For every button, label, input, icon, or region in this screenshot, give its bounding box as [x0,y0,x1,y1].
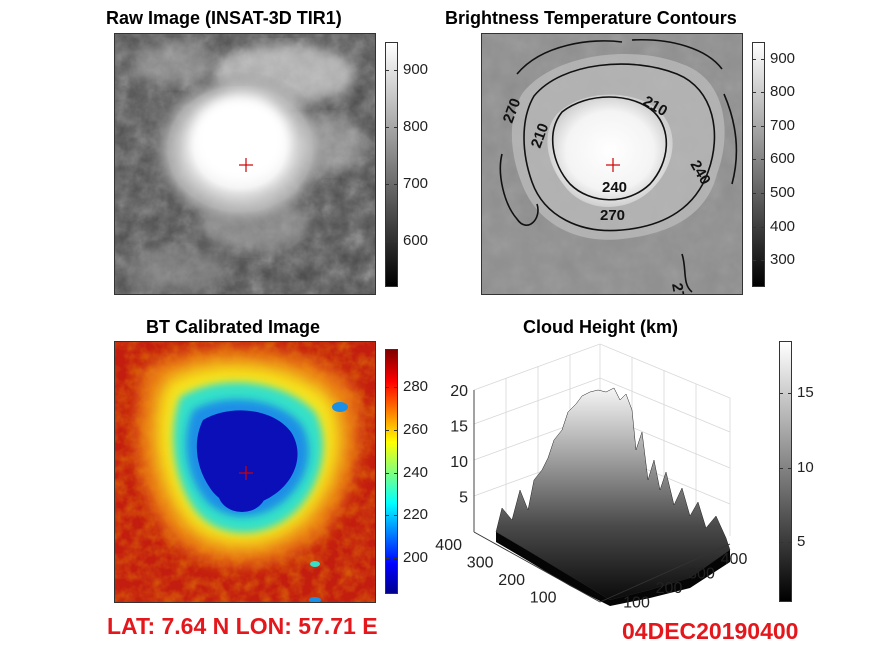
bt-calibrated-plot [114,341,376,603]
colorbar-tick-mark [394,387,398,389]
colorbar-tick-mark [385,127,389,129]
colorbar-tick-mark [752,58,756,60]
colorbar-tick-label: 300 [770,251,796,269]
raw-image-plot [114,33,376,295]
colorbar-tick-mark [761,125,765,127]
colorbar-tick-mark [394,241,398,243]
colorbar-tick-mark [752,260,756,262]
colorbar-tick-mark [779,393,783,395]
colorbar-tick-label: 280 [403,378,429,396]
colorbar-tick-mark [394,70,398,72]
colorbar-tick-label: 600 [403,232,429,250]
cloud-height-title: Cloud Height (km) [523,317,678,337]
cloud-height-plot: 5 10 15 20 100 200 300 400 100 200 300 400 [430,340,775,630]
colorbar-tick-mark [394,429,398,431]
bt-calibrated-colorbar [385,349,398,594]
colorbar-tick-mark [385,241,389,243]
colorbar-tick-mark [394,127,398,129]
colorbar-tick-mark [761,92,765,94]
colorbar-tick-label: 5 [797,533,806,551]
colorbar-tick-mark [761,193,765,195]
contour-label-270: 270 [668,282,689,295]
colorbar-tick-mark [394,557,398,559]
colorbar-tick-label: 200 [403,548,429,566]
colorbar-tick-mark [779,542,783,544]
colorbar-tick-mark [761,159,765,161]
colorbar-tick-label: 400 [770,217,796,235]
colorbar-tick-mark [761,226,765,228]
raw-image-colorbar [385,42,398,287]
colorbar-tick-mark [385,184,389,186]
surface-axis-tick-label: 100 [530,590,557,607]
raw-image-title: Raw Image (INSAT-3D TIR1) [106,8,342,28]
colorbar-tick-mark [385,557,389,559]
bt-calibrated-title: BT Calibrated Image [146,317,321,337]
contour-label-270: 270 [600,207,625,224]
colorbar-tick-mark [788,467,792,469]
colorbar-tick-label: 15 [797,384,814,402]
center-marker-icon [606,158,620,172]
surface-axis-tick-label: 200 [656,580,683,597]
colorbar-tick-label: 900 [403,61,429,79]
bt-contours-plot: 210 240 270 210 240 270 270 [481,33,743,295]
colorbar-tick-mark [761,58,765,60]
surface-axis-tick-label: 5 [459,490,468,507]
colorbar-tick-label: 900 [770,49,796,67]
colorbar-tick-mark [394,472,398,474]
bt-contours-colorbar [752,42,765,287]
colorbar-tick-mark [752,159,756,161]
colorbar-tick-label: 240 [403,463,429,481]
colorbar-tick-mark [385,515,389,517]
colorbar-tick-mark [752,193,756,195]
colorbar-tick-label: 10 [797,458,814,476]
colorbar-tick-mark [752,125,756,127]
colorbar-tick-mark [394,515,398,517]
surface-axis-tick-label: 300 [467,555,494,572]
colorbar-tick-label: 600 [770,150,796,168]
colorbar-tick-mark [788,542,792,544]
colorbar-tick-label: 800 [403,118,429,136]
colorbar-tick-mark [394,184,398,186]
colorbar-tick-mark [385,70,389,72]
colorbar-tick-label: 700 [403,175,429,193]
colorbar-tick-label: 220 [403,506,429,524]
surface-axis-tick-label: 15 [450,419,468,436]
colorbar-tick-mark [385,472,389,474]
colorbar-tick-mark [385,387,389,389]
colorbar-tick-mark [761,260,765,262]
surface-axis-tick-label: 400 [435,537,462,554]
center-marker-icon [239,158,253,172]
colorbar-tick-label: 700 [770,116,796,134]
surface-axis-tick-label: 300 [688,566,715,583]
bt-contours-title: Brightness Temperature Contours [445,8,737,28]
colorbar-tick-mark [752,226,756,228]
lat-lon-label: LAT: 7.64 N LON: 57.71 E [107,613,378,639]
contour-label-240: 240 [602,179,627,196]
surface-axis-tick-label: 400 [721,551,748,568]
surface-axis-tick-label: 100 [623,595,650,612]
colorbar-tick-mark [752,92,756,94]
surface-axis-tick-label: 20 [450,383,468,400]
colorbar-tick-label: 800 [770,83,796,101]
center-marker-icon [239,466,253,480]
colorbar-tick-mark [385,429,389,431]
datetime-label: 04DEC20190400 [622,618,799,644]
surface-axis-tick-label: 200 [498,572,525,589]
colorbar-tick-mark [788,393,792,395]
cloud-height-colorbar [779,341,792,602]
colorbar-tick-label: 260 [403,420,429,438]
colorbar-tick-mark [779,467,783,469]
surface-axis-tick-label: 10 [450,454,468,471]
colorbar-tick-label: 500 [770,184,796,202]
